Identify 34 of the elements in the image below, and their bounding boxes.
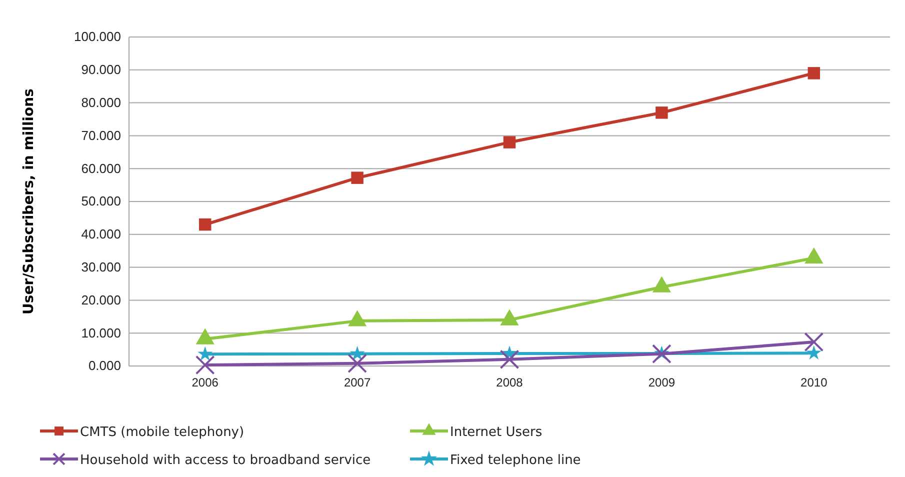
- point: [656, 106, 668, 119]
- y-tick-label: 60.000: [81, 160, 121, 176]
- point: [652, 344, 672, 364]
- y-tick-label: 20.000: [81, 292, 121, 308]
- y-tick-label: 30.000: [81, 259, 121, 274]
- point: [806, 345, 822, 360]
- point: [348, 354, 368, 374]
- y-tick-label: 80.000: [81, 94, 121, 110]
- point: [198, 218, 212, 231]
- x-tick-label: 2006: [192, 376, 219, 390]
- x-tick-label: 2010: [800, 376, 828, 390]
- y-tick-label: 100.000: [74, 29, 121, 44]
- y-tick-label: 90.000: [81, 62, 121, 78]
- legend-label: Household with access to broadband service: [80, 453, 371, 468]
- point: [503, 136, 516, 148]
- point: [351, 172, 364, 184]
- legend-label: Internet Users: [450, 425, 542, 440]
- point: [350, 346, 365, 360]
- legend-label: Fixed telephone line: [450, 453, 581, 468]
- x-tick-label: 2009: [648, 376, 676, 390]
- y-axis-title: User/Subscribers, in millions: [21, 88, 37, 314]
- point: [198, 346, 213, 361]
- x-tick-label: 2007: [344, 376, 371, 390]
- y-tick-label: 40.000: [81, 226, 121, 242]
- point: [804, 332, 824, 352]
- x-tick-label: 2008: [496, 376, 524, 390]
- legend-label: CMTS (mobile telephony): [80, 425, 244, 440]
- y-tick-label: 10.000: [81, 325, 121, 340]
- point: [808, 67, 820, 80]
- y-tick-label: 50.000: [81, 194, 121, 209]
- y-tick-label: 0.000: [88, 358, 121, 374]
- point: [195, 355, 215, 375]
- point: [500, 350, 520, 370]
- y-tick-label: 70.000: [81, 128, 121, 143]
